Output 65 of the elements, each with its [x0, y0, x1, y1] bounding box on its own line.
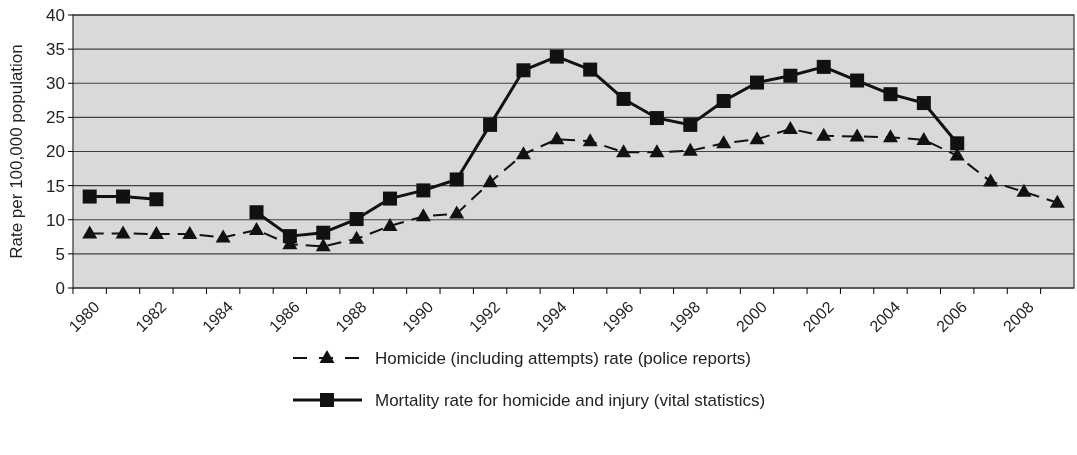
point: [182, 226, 198, 240]
point: [115, 225, 131, 239]
point: [449, 205, 465, 219]
point: [682, 142, 698, 156]
y-tick-label: 25: [46, 108, 65, 128]
point: [816, 127, 832, 141]
point: [415, 208, 431, 222]
point: [349, 212, 364, 227]
point: [249, 221, 265, 235]
y-tick-label: 20: [46, 142, 65, 162]
point: [883, 87, 898, 102]
point: [950, 136, 965, 151]
point: [148, 226, 164, 240]
point: [749, 131, 765, 145]
point: [716, 94, 731, 108]
point: [382, 217, 398, 231]
point: [149, 192, 164, 207]
point: [1016, 183, 1032, 197]
legend-label: Homicide (including attempts) rate (police reports): [375, 348, 752, 368]
point: [549, 131, 565, 145]
point: [483, 117, 498, 132]
point: [916, 96, 931, 111]
point: [1049, 194, 1065, 208]
point: [649, 111, 664, 126]
point: [449, 172, 464, 187]
point: [116, 189, 131, 204]
point: [716, 135, 732, 149]
point: [82, 225, 98, 239]
y-tick-label: 5: [55, 244, 65, 264]
point: [349, 230, 365, 244]
point: [583, 62, 598, 77]
point: [282, 229, 297, 244]
point: [783, 68, 798, 83]
point: [816, 59, 831, 74]
point: [882, 129, 898, 143]
point: [82, 189, 97, 204]
point: [750, 75, 765, 90]
point: [649, 144, 665, 158]
point: [983, 173, 999, 187]
point: [315, 238, 331, 252]
point: [416, 183, 431, 198]
point: [316, 225, 331, 240]
y-tick-label: 30: [46, 74, 65, 94]
point: [782, 120, 798, 134]
point: [215, 229, 231, 243]
point: [916, 131, 932, 145]
point: [516, 63, 531, 78]
y-axis-title: Rate per 100,000 population: [7, 44, 26, 259]
y-tick-label: 35: [46, 40, 65, 60]
y-tick-label: 0: [55, 278, 65, 298]
point: [616, 91, 631, 106]
point: [849, 128, 865, 142]
point: [616, 144, 632, 158]
y-tick-label: 40: [46, 5, 65, 25]
point: [515, 146, 531, 160]
point: [582, 133, 598, 147]
legend-label: Mortality rate for homicide and injury (vital statistics): [375, 390, 766, 410]
y-tick-label: 10: [46, 210, 65, 230]
point: [382, 191, 397, 206]
point: [482, 174, 498, 188]
point: [549, 49, 564, 64]
point: [683, 117, 698, 132]
point: [249, 205, 264, 220]
y-tick-label: 15: [46, 176, 65, 196]
point: [850, 73, 865, 88]
